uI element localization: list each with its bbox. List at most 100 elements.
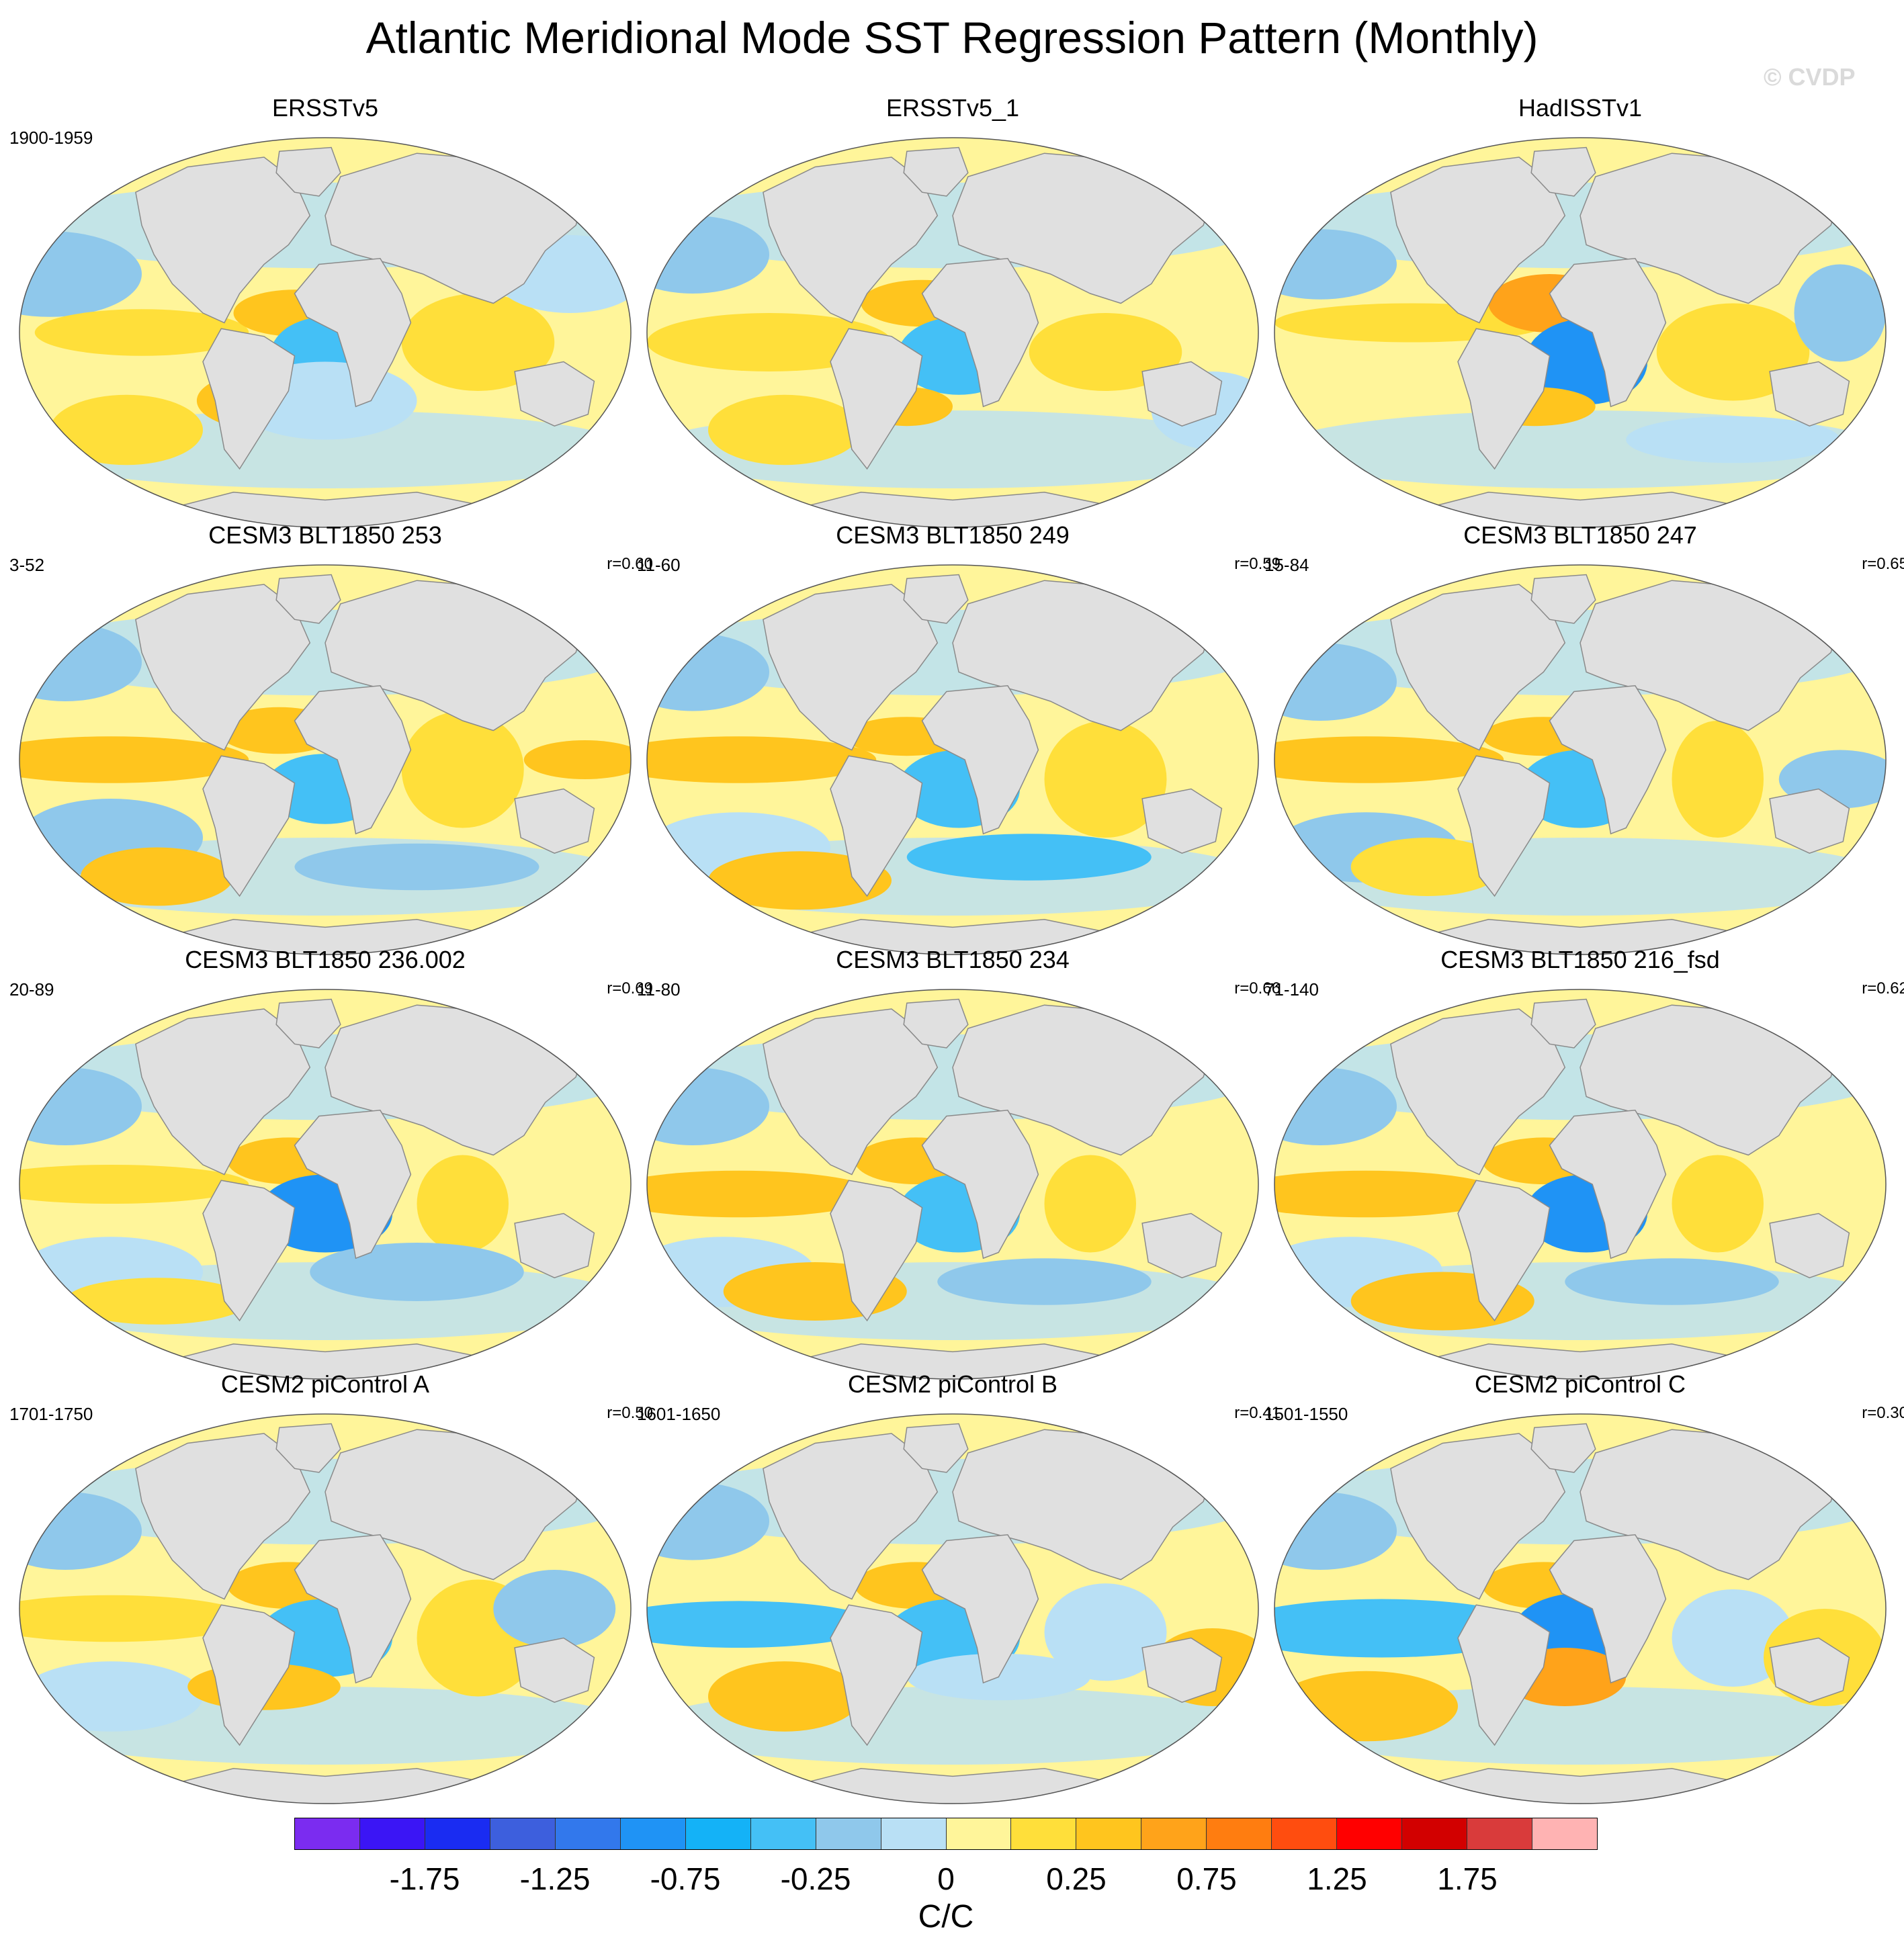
panel-title: HadISSTv1	[1518, 94, 1643, 122]
colorbar-swatch	[359, 1818, 425, 1849]
map-panel: CESM3 BLT1850 249 11-60 r=0.59	[637, 521, 1281, 955]
colorbar-swatch	[555, 1818, 621, 1849]
map-canvas	[19, 137, 632, 528]
land-greenland	[275, 998, 341, 1049]
anomaly-region	[1274, 1599, 1534, 1658]
land-eurasia	[1580, 1004, 1841, 1156]
land-eurasia	[952, 152, 1213, 304]
land-australia	[1141, 361, 1223, 427]
map-outline	[1274, 989, 1887, 1380]
anomaly-region	[647, 1170, 877, 1218]
map-canvas	[646, 137, 1259, 528]
map-panel: HadISSTv1	[1264, 94, 1896, 528]
land-antarctica	[1410, 919, 1750, 955]
land-northAmerica	[1390, 1433, 1566, 1600]
land-greenland	[275, 574, 341, 624]
anomaly-region	[708, 1661, 861, 1732]
anomaly-region	[708, 851, 892, 910]
anomaly-region	[647, 1482, 769, 1560]
land-southAmerica	[202, 328, 296, 470]
land-australia	[1141, 788, 1223, 854]
map-panel: ERSSTv5 1900-1959	[9, 94, 641, 528]
land-australia	[1141, 1212, 1223, 1279]
land-northAmerica	[135, 1008, 311, 1176]
map-panel: CESM3 BLT1850 216_fsd 71-140 r=0.62	[1264, 946, 1904, 1380]
map-panel: CESM3 BLT1850 236.002 20-89 r=0.69	[9, 946, 653, 1380]
land-northAmerica	[763, 1008, 939, 1176]
map-panel: CESM2 piControl B 1601-1650 r=0.41	[637, 1370, 1281, 1804]
colorbar-tick-label: 0.75	[1176, 1861, 1237, 1896]
map-outline	[19, 1413, 632, 1804]
land-australia	[1141, 1637, 1223, 1703]
land-eurasia	[324, 152, 586, 304]
anomaly-region	[647, 216, 769, 294]
panel-title: CESM3 BLT1850 236.002	[185, 946, 466, 973]
land-greenland	[1530, 574, 1596, 624]
land-antarctica	[1410, 492, 1750, 527]
map-outline	[19, 564, 632, 955]
anomaly-region	[19, 231, 142, 317]
anomaly-region	[1274, 643, 1397, 721]
colorbar-swatch	[685, 1818, 751, 1849]
land-southAmerica	[1457, 328, 1551, 470]
map-canvas	[19, 564, 632, 955]
land-northAmerica	[763, 157, 939, 324]
land-africa	[921, 1110, 1039, 1259]
land-africa	[294, 1534, 412, 1684]
colorbar-swatch	[1532, 1818, 1598, 1849]
land-eurasia	[324, 1004, 586, 1156]
land-northAmerica	[135, 1433, 311, 1600]
panel-correlation: r=0.30	[1862, 1404, 1904, 1422]
colorbar-swatch	[881, 1818, 947, 1849]
map-canvas	[646, 989, 1259, 1380]
map-canvas	[19, 989, 632, 1380]
land-eurasia	[324, 1429, 586, 1581]
land-antarctica	[155, 919, 495, 955]
colorbar-tick-label: 1.75	[1437, 1861, 1498, 1896]
land-africa	[1549, 258, 1667, 408]
map-canvas	[646, 1413, 1259, 1804]
panel-period: 1900-1959	[9, 128, 93, 148]
figure-title: Atlantic Meridional Mode SST Regression …	[365, 13, 1539, 62]
anomaly-region	[1274, 1492, 1397, 1570]
panel-period: 15-84	[1264, 555, 1309, 575]
colorbar-swatch	[1011, 1818, 1077, 1849]
colorbar-swatch	[425, 1818, 490, 1849]
colorbar-swatch	[1467, 1818, 1533, 1849]
anomaly-region	[19, 1661, 203, 1732]
colorbar-swatch	[620, 1818, 686, 1849]
map-outline	[19, 989, 632, 1380]
land-greenland	[1530, 1423, 1596, 1473]
map-outline	[1274, 1413, 1887, 1804]
land-greenland	[903, 1423, 969, 1473]
colorbar-swatch	[750, 1818, 816, 1849]
anomaly-region	[1274, 1671, 1458, 1742]
land-greenland	[903, 574, 969, 624]
land-africa	[1549, 1534, 1667, 1684]
colorbar-swatch	[1272, 1818, 1338, 1849]
anomaly-region	[1274, 736, 1504, 783]
map-outline	[19, 137, 632, 528]
map-canvas	[19, 1413, 632, 1804]
colorbar-tick-label: 0.25	[1046, 1861, 1107, 1896]
land-southAmerica	[202, 1180, 296, 1322]
anomaly-region	[1672, 1155, 1764, 1253]
anomaly-region	[19, 1165, 249, 1204]
anomaly-region	[1350, 838, 1504, 896]
land-australia	[1769, 788, 1850, 854]
anomaly-region	[34, 309, 249, 356]
land-southAmerica	[1457, 1180, 1551, 1322]
colorbar-swatch	[1207, 1818, 1272, 1849]
anomaly-region	[310, 1243, 524, 1301]
land-antarctica	[155, 1343, 495, 1379]
land-eurasia	[952, 580, 1213, 732]
panel-correlation: r=0.66	[1234, 979, 1281, 998]
anomaly-region	[1274, 1067, 1397, 1145]
cvdp-watermark: © CVDP	[1764, 63, 1856, 91]
land-northAmerica	[135, 157, 311, 324]
colorbar-units: C/C	[918, 1899, 974, 1935]
panel-period: 1501-1550	[1264, 1404, 1348, 1424]
anomaly-region	[1672, 1589, 1794, 1687]
panel-period: 11-60	[637, 555, 681, 575]
land-australia	[514, 788, 595, 854]
